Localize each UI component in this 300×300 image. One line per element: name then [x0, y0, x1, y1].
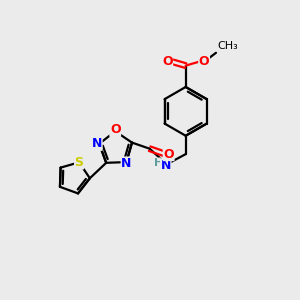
Text: N: N — [160, 159, 171, 172]
Text: CH₃: CH₃ — [217, 41, 238, 51]
Text: O: O — [162, 55, 172, 68]
Text: O: O — [163, 148, 174, 160]
Text: N: N — [92, 137, 102, 150]
Text: O: O — [110, 123, 121, 136]
Text: N: N — [121, 157, 132, 170]
Text: H: H — [154, 158, 164, 168]
Text: O: O — [199, 55, 209, 68]
Text: S: S — [75, 156, 84, 169]
